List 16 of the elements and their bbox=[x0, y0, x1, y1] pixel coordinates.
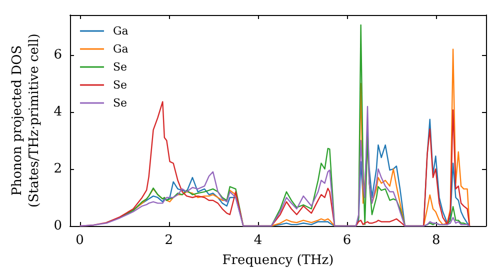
x-tick-label: 4 bbox=[254, 233, 262, 248]
y-axis-title: Phonon projected DOS (States/THz·primitive cell) bbox=[10, 33, 42, 208]
x-tick-label: 2 bbox=[164, 233, 174, 248]
legend-label: Se bbox=[113, 96, 128, 110]
legend-label: Se bbox=[113, 60, 128, 74]
x-tick-label: 6 bbox=[342, 233, 352, 248]
legend-label: Se bbox=[113, 78, 128, 92]
x-tick-label: 8 bbox=[432, 233, 440, 248]
y-tick-label: 6 bbox=[54, 47, 62, 62]
y-tick-label: 4 bbox=[54, 104, 62, 120]
x-tick-label: 0 bbox=[76, 233, 84, 248]
y-tick-label: 2 bbox=[54, 161, 62, 176]
y-tick-label: 0 bbox=[54, 218, 62, 234]
legend-label: Ga bbox=[113, 24, 129, 38]
x-axis-title: Frequency (THz) bbox=[222, 252, 334, 268]
legend-label: Ga bbox=[113, 42, 129, 56]
